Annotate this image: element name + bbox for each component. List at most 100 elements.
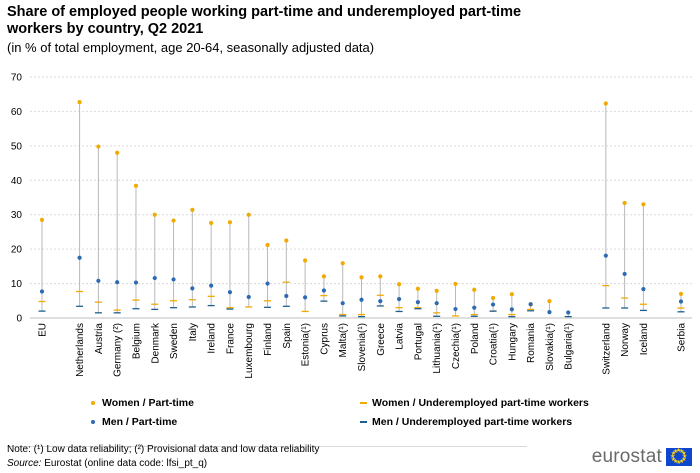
data-point: [227, 290, 233, 295]
legend-label: Men / Underemployed part-time workers: [372, 416, 573, 428]
legend-women-underemployed: Women / Underemployed part-time workers: [358, 397, 589, 409]
x-tick-label: Bulgaria(¹): [564, 323, 575, 370]
y-tick-label: 30: [11, 210, 23, 221]
data-point: [490, 302, 496, 307]
legend-dot-icon: [88, 397, 98, 409]
data-point: [641, 202, 646, 207]
x-tick-label: Hungary: [507, 323, 518, 361]
data-point: [115, 150, 120, 155]
data-point: [265, 242, 270, 248]
flag-star-icon: ★: [673, 448, 679, 455]
legend-dot-icon: [88, 416, 98, 428]
legend-women-part-time: Women / Part-time: [88, 397, 194, 409]
legend-label: Women / Underemployed part-time workers: [372, 397, 589, 409]
flag-star-icon: ★: [679, 459, 685, 466]
data-point: [396, 296, 402, 302]
data-point: [603, 253, 608, 258]
data-point: [678, 291, 684, 296]
flag-star-icon: ★: [670, 454, 676, 460]
flag-star-icon: ★: [681, 451, 687, 457]
data-point: [509, 307, 514, 312]
x-tick-label: Latvia: [395, 323, 406, 350]
data-point: [528, 302, 533, 307]
chart-subtitle: (in % of total employment, age 20-64, se…: [7, 40, 375, 55]
data-point: [265, 281, 270, 286]
data-point: [472, 305, 477, 310]
data-point: [209, 283, 214, 288]
data-point: [227, 220, 233, 225]
x-tick-label: Italy: [188, 323, 199, 341]
data-point: [547, 299, 552, 304]
data-point: [622, 271, 627, 277]
x-tick-label: Sweden: [169, 323, 180, 359]
x-tick-label: Cyprus: [319, 323, 330, 355]
data-point: [39, 289, 45, 294]
x-tick-label: Netherlands: [75, 323, 86, 377]
x-tick-label: Portugal: [413, 323, 424, 360]
data-point: [96, 278, 101, 283]
data-point: [321, 274, 327, 279]
flag-star-icon: ★: [676, 460, 682, 466]
logo-text: eurostat: [591, 446, 662, 467]
chart-title: Share of employed people working part-ti…: [7, 4, 522, 37]
data-point: [359, 297, 364, 302]
data-point: [284, 238, 289, 243]
data-point: [603, 101, 608, 106]
data-point: [190, 207, 195, 212]
data-point: [209, 220, 214, 226]
data-point: [472, 287, 477, 292]
data-point: [246, 294, 251, 300]
x-tick-label: Czechia(¹): [451, 323, 462, 369]
x-tick-label: Germany (²): [113, 323, 124, 377]
x-tick-label: Finland: [263, 323, 274, 356]
data-point: [396, 282, 402, 287]
data-point: [152, 275, 157, 281]
data-marks: [38, 100, 685, 318]
note-text: Note: (¹) Low data reliability; (²) Prov…: [7, 444, 320, 455]
x-tick-label: Austria: [94, 323, 105, 355]
y-tick-label: 20: [11, 245, 23, 256]
x-tick-label: Lithuania(¹): [432, 323, 443, 374]
flag-star-icon: ★: [670, 451, 677, 457]
data-point: [171, 218, 176, 223]
data-point: [133, 280, 139, 285]
x-tick-label: Romania: [526, 323, 537, 363]
data-point: [378, 299, 383, 304]
data-point: [490, 295, 496, 301]
source-value: Eurostat (online data code: lfsi_pt_q): [41, 458, 208, 469]
x-tick-label: Switzerland: [601, 323, 612, 375]
data-point: [303, 295, 308, 300]
x-tick-label: EU: [38, 323, 49, 337]
data-point: [509, 292, 514, 297]
x-tick-label: France: [225, 323, 236, 355]
flag-star-icon: ★: [676, 448, 682, 454]
data-point: [39, 217, 45, 222]
range-lines: [41, 102, 682, 317]
x-tick-label: Malta(¹): [338, 323, 349, 357]
data-point: [77, 100, 82, 105]
flag-star-icon: ★: [682, 454, 688, 460]
eu-flag-icon: ★ ★ ★ ★ ★ ★ ★ ★ ★ ★ ★ ★: [666, 448, 692, 466]
data-point: [133, 183, 139, 188]
y-tick-label: 50: [11, 141, 23, 152]
data-point: [453, 281, 458, 287]
source-label: Source:: [7, 458, 42, 469]
x-tick-label: Serbia: [677, 323, 688, 352]
data-point: [678, 299, 684, 304]
data-point: [77, 255, 82, 260]
data-point: [340, 261, 345, 266]
data-point: [190, 286, 195, 291]
flag-star-icon: ★: [673, 459, 679, 466]
source-text: Source: Eurostat (online data code: lfsi…: [7, 457, 207, 470]
data-point: [359, 275, 364, 280]
legend-men-underemployed: Men / Underemployed part-time workers: [358, 416, 572, 428]
x-tick-label: Poland: [470, 323, 481, 354]
legend-label: Women / Part-time: [102, 397, 194, 409]
x-tick-label: Denmark: [150, 322, 161, 364]
data-point: [303, 258, 308, 263]
data-point: [415, 300, 420, 305]
legend-dash-icon: [358, 397, 368, 409]
data-point: [547, 310, 552, 315]
x-tick-label: Greece: [376, 323, 387, 356]
